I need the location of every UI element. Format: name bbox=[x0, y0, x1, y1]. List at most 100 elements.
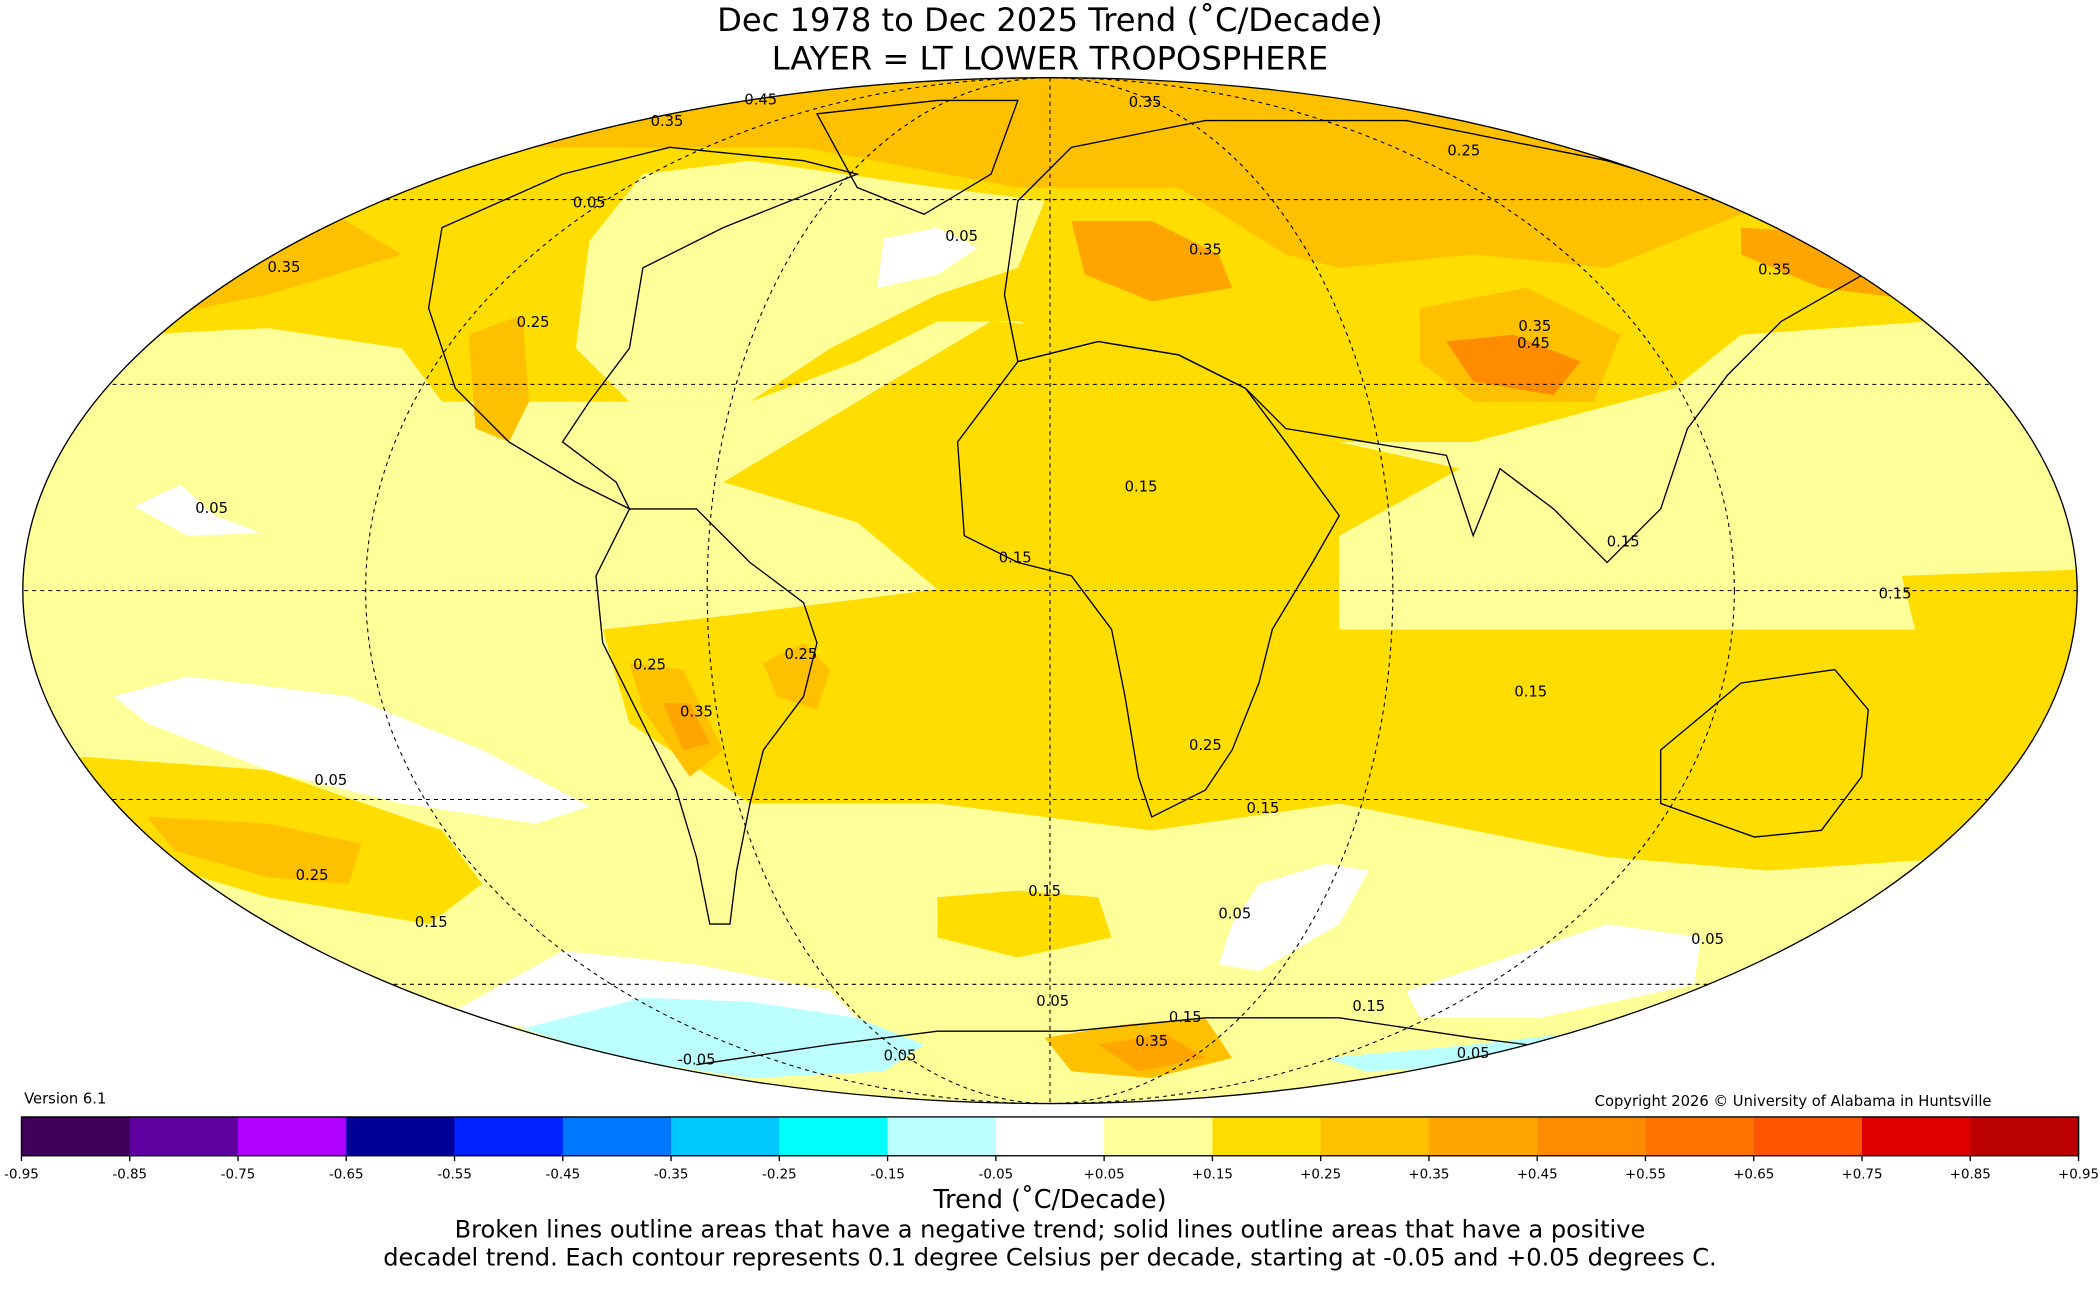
colorbar-bin bbox=[1104, 1116, 1214, 1156]
colorbar-bin bbox=[1862, 1116, 1971, 1156]
colorbar-bin bbox=[1428, 1116, 1538, 1156]
coastline-australia bbox=[1660, 668, 1869, 838]
colorbar-bin bbox=[1753, 1116, 1863, 1156]
region-near-zero bbox=[877, 227, 978, 288]
contour-label: 0.05 bbox=[573, 195, 606, 212]
contour-label: 0.15 bbox=[1607, 533, 1640, 550]
coastline-greenland bbox=[815, 99, 1019, 216]
contour-label: 0.25 bbox=[785, 646, 818, 663]
colorbar-bin bbox=[129, 1116, 239, 1156]
region-near-zero bbox=[1406, 924, 1701, 1018]
colorbar-label: Trend (˚C/Decade) bbox=[932, 1184, 1166, 1214]
contour-label: 0.25 bbox=[1447, 142, 1480, 159]
contour-label: 0.25 bbox=[296, 867, 329, 884]
region-0.25-0.35 bbox=[763, 642, 831, 710]
caption-line-1: Broken lines outline areas that have a n… bbox=[455, 1215, 1646, 1243]
contour-label: 0.35 bbox=[680, 703, 713, 720]
coastline-south-america bbox=[595, 508, 818, 925]
region-negative-0.05-0.15 bbox=[1325, 1033, 1567, 1072]
colorbar-tick-label: -0.75 bbox=[221, 1168, 256, 1183]
colorbar-bin bbox=[1212, 1116, 1322, 1156]
region-0.05-0.15 bbox=[575, 160, 1045, 402]
contour-label: 0.45 bbox=[744, 91, 777, 108]
colorbar-tick-label: +0.95 bbox=[2058, 1168, 2099, 1183]
contour-label: 0.05 bbox=[1036, 993, 1069, 1010]
graticule bbox=[22, 77, 2078, 1104]
colorbar-bin bbox=[237, 1116, 347, 1156]
colorbar-bin bbox=[21, 1116, 131, 1156]
contour-label: 0.35 bbox=[1758, 262, 1791, 279]
region-0.45-0.55 bbox=[1446, 334, 1581, 396]
contour-label: -0.05 bbox=[677, 1052, 715, 1069]
colorbar-tick-label: -0.25 bbox=[762, 1168, 797, 1183]
colorbar-tick-label: -0.95 bbox=[4, 1168, 39, 1183]
contour-label: 0.25 bbox=[633, 657, 666, 674]
contour-label: 0.15 bbox=[1169, 1009, 1202, 1026]
contour-label: 0.35 bbox=[1129, 94, 1162, 111]
contour-label: 0.05 bbox=[945, 228, 978, 245]
contour-labels: 0.450.350.350.250.35 0.350.250.050.050.35… bbox=[195, 91, 1911, 1068]
map-area bbox=[22, 77, 2078, 1104]
colorbar-bin bbox=[1537, 1116, 1647, 1156]
chart-subtitle: LAYER = LT LOWER TROPOSPHERE bbox=[772, 40, 1328, 78]
coastline-eurasia bbox=[1003, 119, 1877, 564]
colorbar-tick-label: -0.85 bbox=[112, 1168, 147, 1183]
contour-label: 0.05 bbox=[884, 1048, 917, 1065]
contour-label: 0.15 bbox=[1028, 883, 1061, 900]
region-0.15-0.25 bbox=[602, 321, 2078, 871]
colorbar-tick-label: -0.35 bbox=[654, 1168, 689, 1183]
contour-label: 0.05 bbox=[195, 500, 228, 517]
colorbar-tick-label: +0.45 bbox=[1517, 1168, 1558, 1183]
colorbar-bin bbox=[1320, 1116, 1430, 1156]
colorbar-tick-label: -0.45 bbox=[545, 1168, 580, 1183]
caption-line-2: decadel trend. Each contour represents 0… bbox=[383, 1244, 1716, 1272]
contour-label: 0.15 bbox=[1352, 998, 1385, 1015]
chart-title: Dec 1978 to Dec 2025 Trend (˚C/Decade) bbox=[717, 1, 1383, 39]
contour-label: 0.15 bbox=[1125, 479, 1158, 496]
colorbar-tick-label: +0.35 bbox=[1408, 1168, 1449, 1183]
coastline-north-america bbox=[427, 146, 860, 511]
contour-label: 0.35 bbox=[268, 259, 301, 276]
colorbar-bin bbox=[671, 1116, 781, 1156]
colorbar-tick-label: +0.85 bbox=[1950, 1168, 1991, 1183]
contour-label: 0.35 bbox=[1135, 1033, 1168, 1050]
colorbar-tick-label: +0.75 bbox=[1842, 1168, 1883, 1183]
colorbar-bin bbox=[1970, 1116, 2080, 1156]
region-0.35-0.45 bbox=[1098, 1033, 1206, 1072]
colorbar-bin bbox=[346, 1116, 456, 1156]
colorbar-tick-label: +0.05 bbox=[1084, 1168, 1125, 1183]
colorbar-bin bbox=[995, 1116, 1105, 1156]
colorbar-frame bbox=[20, 1116, 2080, 1157]
colorbar-tick-label: +0.55 bbox=[1625, 1168, 1666, 1183]
contour-label: 0.45 bbox=[1517, 335, 1550, 352]
colorbar-bin bbox=[454, 1116, 564, 1156]
contour-label: 0.05 bbox=[1691, 931, 1724, 948]
contour-label: 0.25 bbox=[1189, 737, 1222, 754]
region-0.35-0.45 bbox=[662, 703, 710, 750]
coastline-africa bbox=[956, 340, 1341, 818]
colorbar-tick-label: +0.25 bbox=[1300, 1168, 1341, 1183]
colorbar-bin bbox=[887, 1116, 997, 1156]
colorbar-tick-label: -0.05 bbox=[979, 1168, 1014, 1183]
contour-label: 0.25 bbox=[517, 314, 550, 331]
contour-label: 0.15 bbox=[1879, 586, 1912, 603]
contour-label: 0.15 bbox=[999, 549, 1032, 566]
contour-label: 0.35 bbox=[1518, 318, 1551, 335]
coastline-antarctica bbox=[696, 1017, 1527, 1066]
region-0.25-0.35 bbox=[468, 314, 530, 442]
contour-label: 0.05 bbox=[1457, 1045, 1490, 1062]
region-near-zero bbox=[133, 484, 262, 536]
region-near-zero bbox=[1218, 863, 1369, 971]
contour-label: 0.15 bbox=[415, 914, 448, 931]
colorbar-tick-label: +0.15 bbox=[1192, 1168, 1233, 1183]
colorbar-tick-label: -0.55 bbox=[437, 1168, 472, 1183]
contour-label: 0.05 bbox=[314, 772, 347, 789]
colorbar-tick-label: -0.15 bbox=[870, 1168, 905, 1183]
contour-label: 0.15 bbox=[1247, 800, 1280, 817]
region-0.25-0.35 bbox=[147, 816, 362, 884]
region-near-zero bbox=[113, 676, 590, 824]
colorbar-bin bbox=[1645, 1116, 1755, 1156]
contour-label: 0.35 bbox=[1189, 241, 1222, 258]
colorbar: -0.95 -0.85 -0.75 -0.65 -0.55 -0.45 -0.35 -0.25… bbox=[4, 1116, 2099, 1183]
